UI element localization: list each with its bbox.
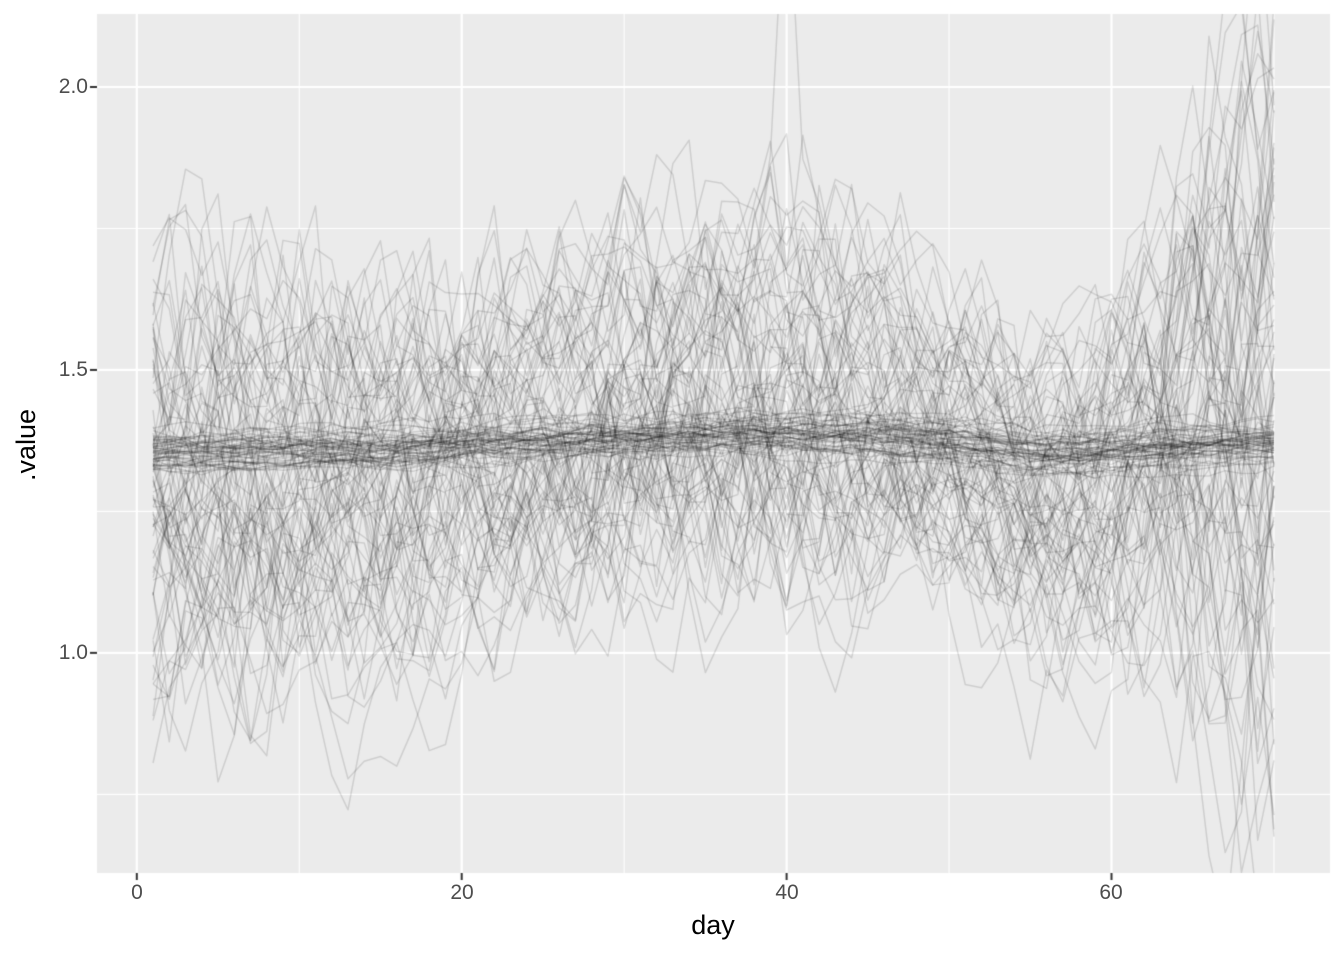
y-tick-label-1.5: 1.5 — [58, 358, 88, 381]
y-axis-title: .value — [11, 408, 41, 482]
x-tick-label-40: 40 — [775, 881, 799, 904]
x-tick-label-20: 20 — [450, 881, 474, 904]
y-tick-label-2.0: 2.0 — [58, 75, 88, 98]
x-tick-label-60: 60 — [1099, 881, 1123, 904]
x-axis-title: day — [691, 910, 735, 940]
x-tick-label-0: 0 — [131, 881, 143, 904]
y-tick-label-1.0: 1.0 — [58, 641, 88, 664]
